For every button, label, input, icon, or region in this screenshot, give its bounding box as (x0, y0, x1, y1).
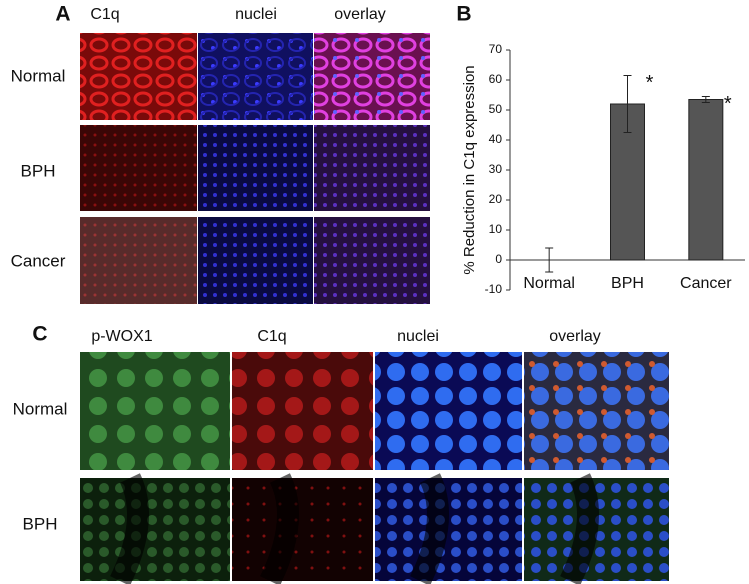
row-label: Normal (13, 399, 68, 418)
y-tick-label: 40 (489, 132, 503, 146)
column-header: overlay (549, 328, 601, 345)
column-header: overlay (334, 6, 386, 23)
column-header: nuclei (235, 6, 277, 23)
significance-mark: * (724, 93, 732, 115)
column-header: C1q (90, 6, 119, 23)
y-tick-label: 70 (489, 42, 503, 56)
bar-chart: -10 0 10 20 30 40 50 60 70 Normal BPH * Cancer * (485, 42, 745, 296)
y-tick-label: -10 (485, 282, 503, 296)
row-label: BPH (21, 161, 56, 180)
y-tick-label: 0 (495, 252, 502, 266)
y-tick-label: 60 (489, 72, 503, 86)
y-tick-label: 50 (489, 102, 503, 116)
bar (688, 99, 724, 261)
y-axis-label: % Reduction in C1q expression (461, 65, 478, 274)
panel-label: C (32, 323, 47, 346)
y-tick-label: 20 (489, 192, 503, 206)
panel-label: B (456, 3, 471, 26)
row-label: Cancer (11, 251, 66, 270)
x-tick-label: Normal (523, 275, 575, 292)
y-tick-label: 30 (489, 162, 503, 176)
panel-label: A (55, 3, 70, 26)
column-header: C1q (257, 328, 286, 345)
row-label: Normal (11, 66, 66, 85)
column-header: p-WOX1 (91, 328, 152, 345)
micrographs-c (80, 352, 669, 584)
micrographs-a (80, 33, 430, 304)
row-label: BPH (23, 514, 58, 533)
x-tick-label: Cancer (680, 275, 732, 292)
column-header: nuclei (397, 328, 439, 345)
x-tick-label: BPH (611, 275, 644, 292)
significance-mark: * (646, 72, 654, 94)
y-tick-label: 10 (489, 222, 503, 236)
